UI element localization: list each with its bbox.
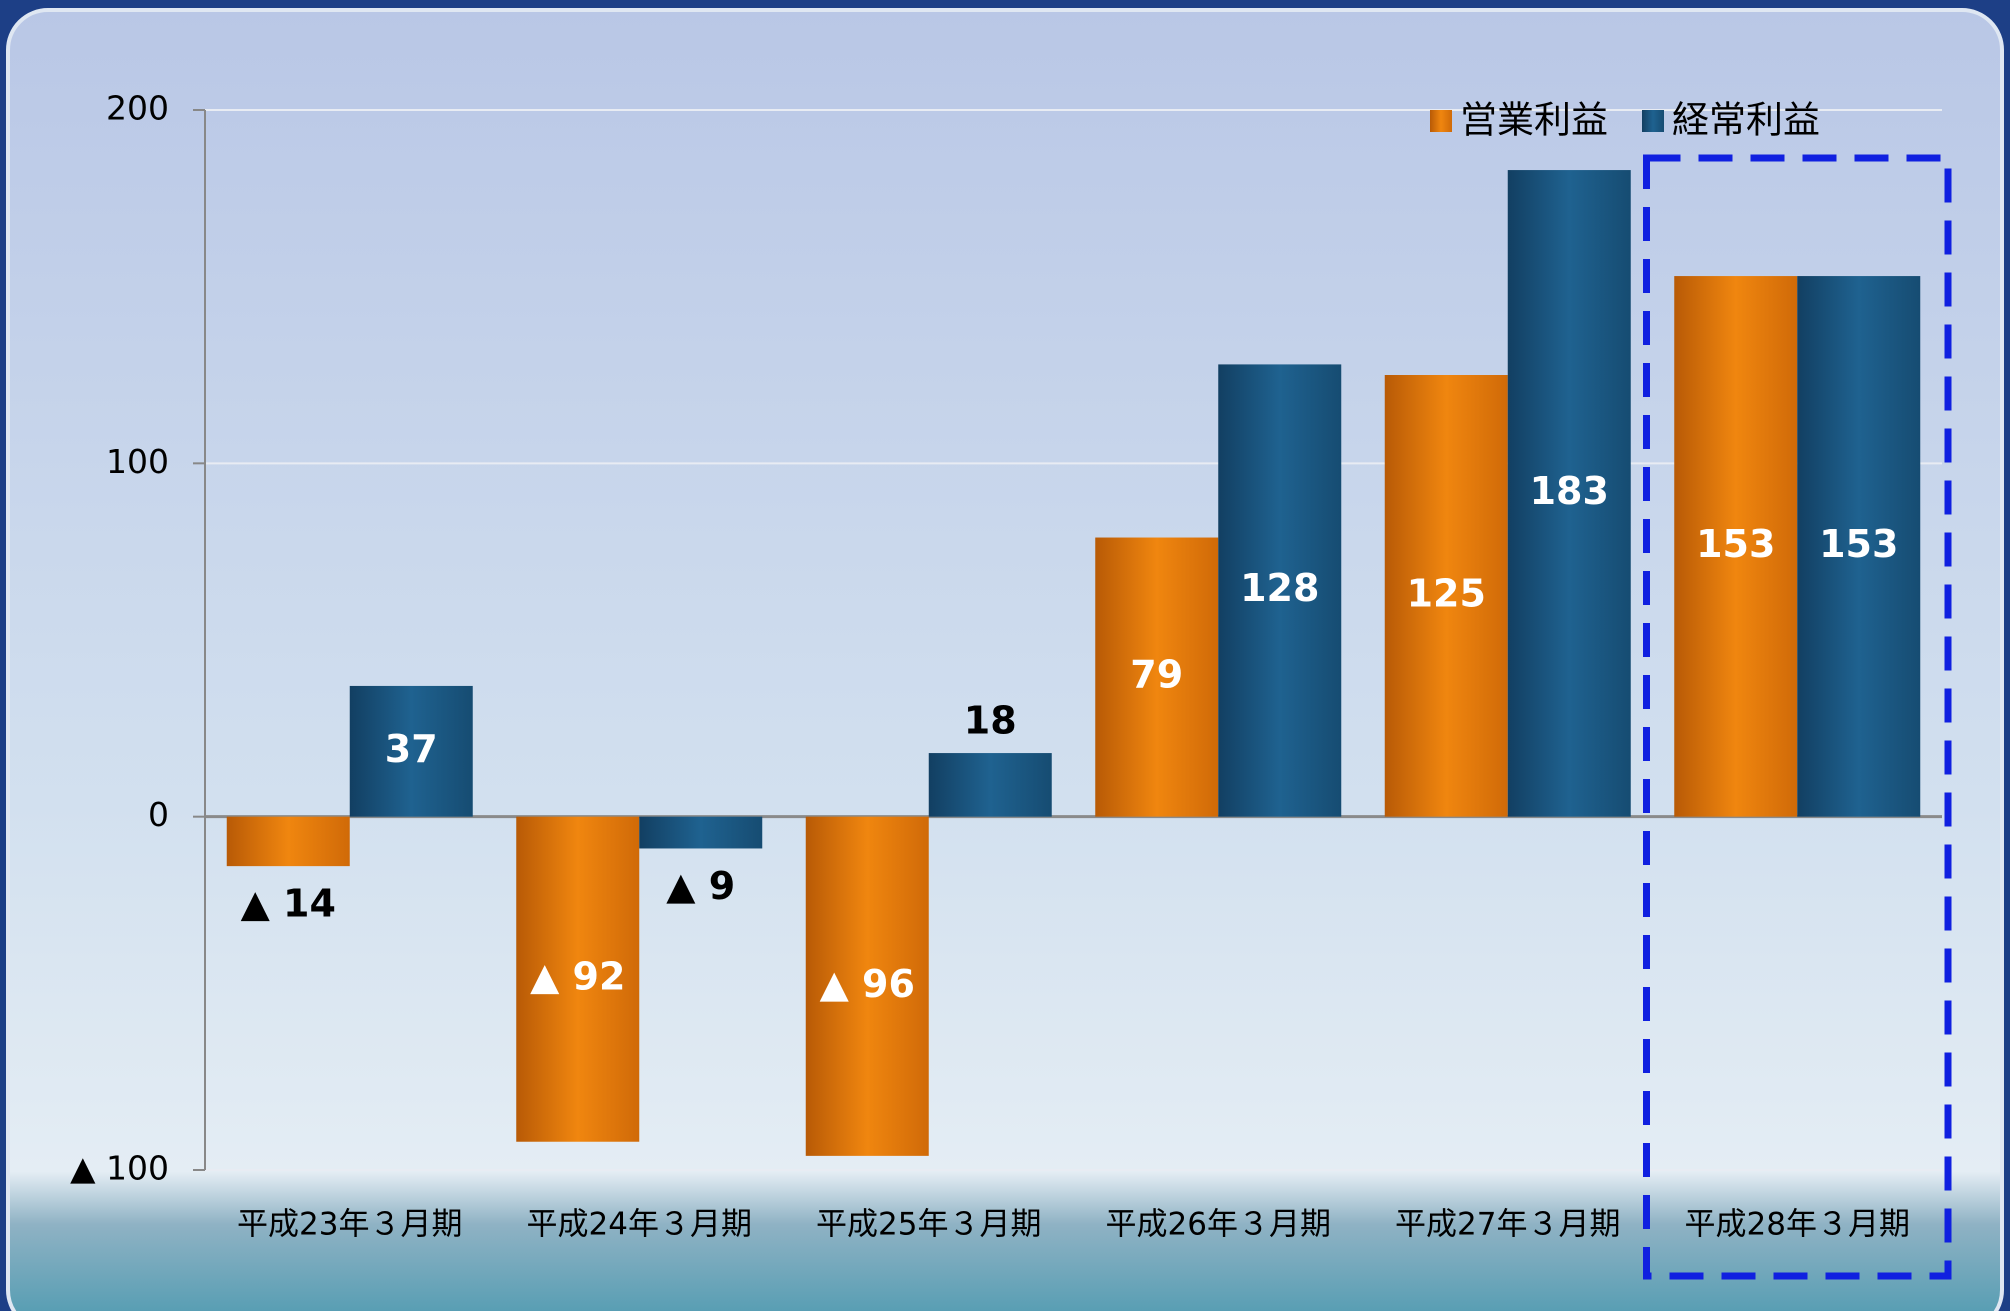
legend-label: 営業利益: [1460, 99, 1608, 142]
data-label: ▲ 14: [241, 882, 336, 926]
y-tick-label: ▲ 100: [70, 1149, 169, 1188]
data-label: 183: [1530, 469, 1609, 513]
data-label: 153: [1819, 522, 1898, 566]
data-label: ▲ 92: [530, 955, 625, 999]
data-label: 18: [964, 699, 1017, 743]
data-label: 37: [385, 727, 438, 771]
data-label: 125: [1407, 571, 1486, 615]
data-label: 79: [1130, 653, 1183, 697]
x-tick-label: 平成26年３月期: [1106, 1207, 1331, 1243]
bar: [639, 817, 762, 849]
y-tick-label: 200: [106, 89, 169, 128]
legend-swatch: [1430, 110, 1452, 132]
x-tick-label: 平成25年３月期: [816, 1207, 1041, 1243]
data-label: ▲ 96: [820, 962, 915, 1006]
data-label: ▲ 9: [666, 864, 735, 908]
x-tick-label: 平成27年３月期: [1395, 1207, 1620, 1243]
data-label: 128: [1240, 566, 1319, 610]
bar: [929, 753, 1052, 817]
x-tick-label: 平成23年３月期: [237, 1207, 462, 1243]
x-tick-label: 平成28年３月期: [1685, 1207, 1910, 1243]
chart: ▲ 100 0 100 200 平成23年３月期 ▲ 14 37 平成24年３月期 ▲ 92 ▲ …: [0, 0, 2010, 1311]
page: ▲ 100 0 100 200 平成23年３月期 ▲ 14 37 平成24年３月期 ▲ 92 ▲ …: [0, 0, 2010, 1311]
y-tick-label: 0: [148, 795, 169, 834]
data-label: 153: [1696, 522, 1775, 566]
legend-swatch: [1642, 110, 1664, 132]
x-tick-label: 平成24年３月期: [527, 1207, 752, 1243]
y-tick-label: 100: [106, 442, 169, 481]
bar: [227, 817, 350, 866]
legend-label: 経常利益: [1672, 99, 1820, 142]
